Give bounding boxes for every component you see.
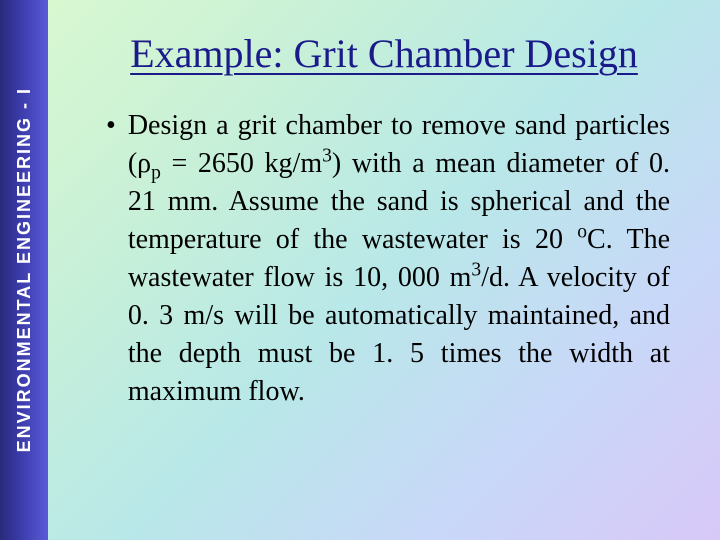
- sidebar-label: ENVIRONMENTAL ENGINEERING - I: [14, 87, 35, 452]
- bullet-marker: •: [106, 107, 116, 411]
- body-paragraph: Design a grit chamber to remove sand par…: [128, 107, 670, 411]
- body: • Design a grit chamber to remove sand p…: [88, 107, 680, 411]
- slide: ENVIRONMENTAL ENGINEERING - I Example: G…: [0, 0, 720, 540]
- content-area: Example: Grit Chamber Design • Design a …: [48, 0, 720, 540]
- sidebar: ENVIRONMENTAL ENGINEERING - I: [0, 0, 48, 540]
- slide-title: Example: Grit Chamber Design: [88, 30, 680, 77]
